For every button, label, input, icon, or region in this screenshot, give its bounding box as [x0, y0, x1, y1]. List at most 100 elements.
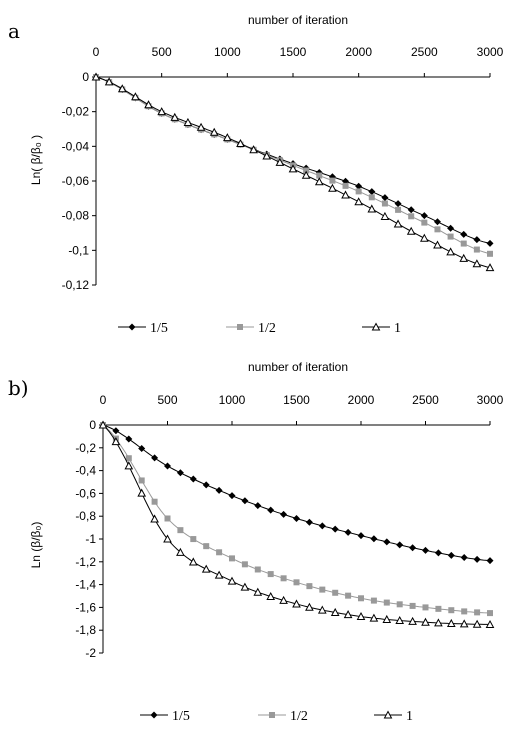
series-2-point	[358, 595, 364, 602]
series-1-point	[344, 528, 352, 536]
ytick-label: -0,04	[62, 139, 90, 153]
series-3-point	[240, 582, 250, 591]
series-3-point	[485, 619, 495, 628]
xtick-label: 500	[157, 393, 177, 407]
xtick-label: 2500	[412, 393, 439, 407]
xtick-label: 1500	[283, 393, 310, 407]
series-2-point	[460, 240, 467, 247]
xtick-label: 500	[152, 45, 172, 59]
series-1-point	[409, 544, 417, 552]
series-3-point	[117, 84, 127, 93]
series-3-point	[382, 614, 392, 623]
series-2-point	[434, 226, 441, 233]
ytick-label: -1,2	[75, 555, 96, 569]
xtick-label: 2500	[411, 45, 438, 59]
series-3-point	[314, 177, 324, 186]
series-2-point	[487, 250, 493, 257]
ytick-label: -0,02	[62, 105, 90, 119]
series-2-point	[138, 477, 145, 484]
series-1-point	[473, 236, 481, 244]
xtick-label: 1000	[219, 393, 246, 407]
series-1-point	[318, 522, 326, 530]
series-1-point	[254, 502, 262, 510]
series-1-point	[280, 510, 288, 518]
panel-b: b) number of iteration 0 500 1000 1500 2000 2…	[8, 360, 504, 724]
series-3-point	[227, 576, 237, 585]
xtick-label: 3000	[477, 45, 504, 59]
series-3-point	[236, 138, 245, 148]
series-3-point	[406, 226, 416, 235]
series-1-point	[447, 224, 455, 232]
panel-b-xtick-labels: 0 500 1000 1500 2000 2500 3000	[100, 393, 504, 407]
panel-a-ytick-labels: 0 -0,02 -0,04 -0,06 -0,08 -0,1 -0,12	[62, 70, 90, 292]
series-3-point	[98, 420, 108, 429]
legend-marker-2	[269, 712, 275, 718]
series-2-point	[447, 233, 454, 240]
panel-b-ytick-labels: 0 -0,2 -0,4 -0,6 -0,8 -1 -1,2 -1,4 -1,6 -1,8 -2	[75, 418, 96, 660]
xtick-label: 2000	[345, 45, 372, 59]
series-3-point	[446, 618, 456, 627]
series-3-point	[253, 587, 263, 596]
panel-a: a number of iteration 0 500 1000 1500 2000 25…	[8, 13, 504, 336]
series-2-point	[345, 592, 352, 599]
series-3-point	[446, 247, 455, 256]
ytick-label: -2	[85, 646, 96, 660]
legend-marker-1	[150, 711, 158, 719]
series-2-point	[151, 498, 158, 505]
series-1-point	[368, 188, 376, 196]
series-3-point	[343, 610, 353, 619]
series-1-point	[176, 469, 184, 477]
series-3-point	[183, 117, 193, 126]
series-3-point	[380, 211, 390, 220]
series-2-point	[203, 543, 210, 550]
series-1-point	[305, 518, 313, 526]
series-2-point	[164, 515, 171, 522]
series-3-point	[266, 591, 276, 601]
series-3-point	[144, 100, 153, 109]
legend-marker-3	[383, 710, 393, 719]
series-2-point	[461, 608, 468, 615]
series-3-point	[91, 72, 101, 81]
series-2-point	[293, 579, 300, 586]
series-3-point	[472, 619, 482, 628]
ytick-label: -1	[85, 532, 96, 546]
ytick-label: 0	[82, 70, 89, 84]
series-2-point	[474, 609, 481, 616]
series-3-point	[354, 197, 364, 206]
series-line-3	[102, 424, 491, 625]
series-3-point	[434, 618, 443, 627]
series-1-point	[434, 549, 442, 557]
series-3-point	[301, 170, 311, 179]
series-2-point	[421, 219, 428, 226]
series-3-point	[163, 534, 172, 543]
series-2-point	[487, 610, 493, 617]
legend-label: 1/5	[172, 709, 190, 724]
series-3-point	[131, 92, 140, 101]
series-2-point	[280, 575, 287, 582]
series-2-point	[125, 455, 132, 462]
panel-a-yaxis-title: Ln( β/β₀ )	[29, 135, 43, 185]
series-3-point	[170, 112, 180, 121]
ytick-label: -0,06	[62, 174, 90, 188]
series-3-point	[472, 259, 482, 268]
series-1-point	[486, 557, 494, 565]
legend-label: 1/5	[150, 321, 168, 336]
series-3-point	[150, 514, 159, 523]
series-1-point	[357, 532, 365, 540]
series-2-point	[241, 561, 248, 568]
legend-marker-3	[371, 322, 381, 331]
series-2-point	[267, 571, 274, 578]
ytick-label: 0	[89, 418, 96, 432]
series-3-point	[292, 599, 301, 608]
series-3-point	[356, 611, 366, 621]
series-3-point	[369, 613, 379, 622]
series-3-point	[419, 233, 429, 242]
series-3-point	[196, 122, 206, 131]
series-3-point	[317, 605, 327, 614]
series-1-point	[331, 525, 339, 533]
series-1-point	[215, 486, 223, 494]
series-1-point	[486, 239, 494, 247]
legend-label: 1	[406, 709, 413, 724]
series-1-point	[355, 182, 363, 190]
series-1-point	[433, 218, 441, 226]
